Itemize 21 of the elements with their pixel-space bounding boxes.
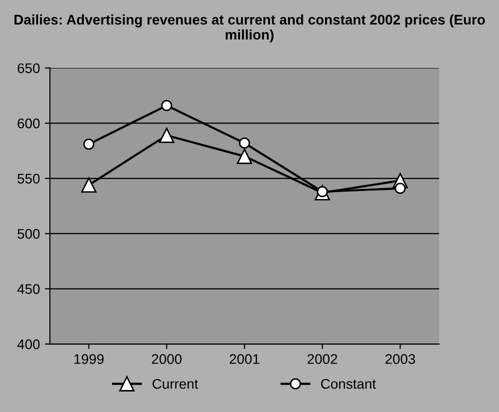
y-tick-label: 650: [18, 63, 40, 74]
y-tick-label: 500: [18, 228, 40, 239]
point: [83, 138, 94, 150]
point: [161, 100, 172, 112]
x-tick-label: 2002: [308, 354, 338, 364]
point: [394, 182, 406, 194]
x-tick-label: 2003: [385, 354, 416, 364]
y-tick-label: 550: [18, 174, 40, 184]
point: [159, 128, 174, 143]
point: [238, 138, 250, 149]
point: [81, 177, 96, 193]
chart-title: Dailies: Advertising revenues at current and constant 2002 prices (Euro million): [14, 14, 485, 42]
y-tick-label: 600: [18, 118, 40, 128]
point: [236, 148, 252, 164]
x-tick-label: 1999: [74, 354, 104, 364]
x-tick-label: 2001: [230, 354, 260, 364]
y-tick-label: 400: [17, 339, 40, 350]
legend-label: Constant: [321, 378, 376, 389]
legend-label: Current: [152, 378, 198, 389]
y-tick-label: 450: [17, 284, 40, 294]
x-tick-label: 2000: [152, 354, 182, 364]
